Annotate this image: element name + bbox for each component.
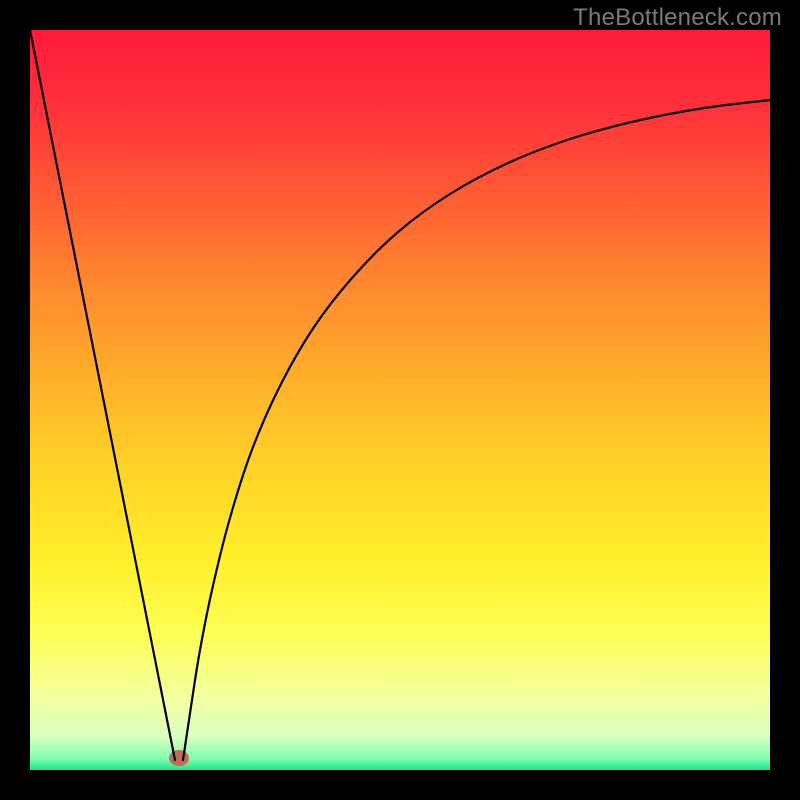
- minimum-marker: [169, 750, 189, 766]
- chart-svg: [0, 0, 800, 800]
- chart-frame: TheBottleneck.com: [0, 0, 800, 800]
- watermark-text: TheBottleneck.com: [573, 4, 782, 32]
- plot-background: [30, 30, 770, 770]
